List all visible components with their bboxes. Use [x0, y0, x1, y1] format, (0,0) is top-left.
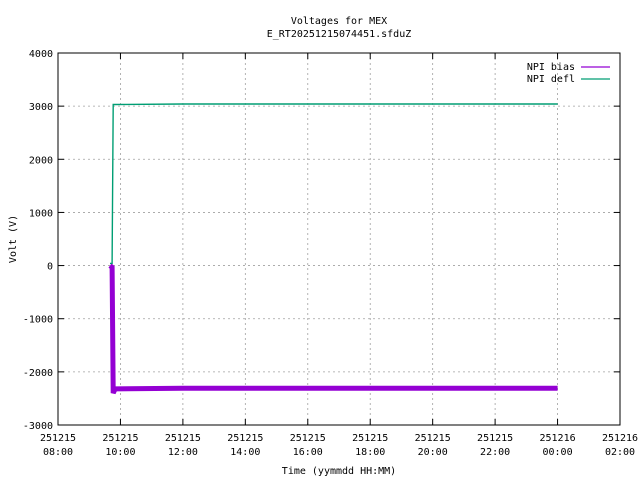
x-tick-time: 08:00 — [43, 447, 73, 458]
y-tick-label: -3000 — [23, 421, 53, 432]
x-tick-time: 16:00 — [293, 447, 323, 458]
x-tick-date: 251215 — [415, 433, 451, 444]
x-tick-time: 10:00 — [105, 447, 135, 458]
x-axis-ticks: 251215 08:00 251215 10:00 251215 12:00 251215 1… — [40, 53, 638, 458]
x-axis-label: Time (yymmdd HH:MM) — [282, 466, 396, 477]
series-npi-defl-line — [110, 103, 558, 265]
x-tick-time: 02:00 — [605, 447, 635, 458]
y-tick-label: 0 — [47, 262, 53, 273]
plot-frame — [57, 52, 621, 426]
x-tick-date: 251215 — [227, 433, 263, 444]
x-tick-time: 18:00 — [355, 447, 385, 458]
y-axis-ticks: 4000 3000 2000 1000 0 -1000 -2000 -3000 — [23, 49, 620, 432]
y-tick-label: -1000 — [23, 315, 53, 326]
y-tick-label: 4000 — [29, 49, 53, 60]
grid-lines — [58, 53, 620, 425]
y-tick-label: 1000 — [29, 208, 53, 219]
series-layer — [108, 103, 558, 395]
series-npi-bias-line — [108, 263, 558, 395]
x-tick-date: 251215 — [477, 433, 513, 444]
chart-title: Voltages for MEX — [291, 16, 387, 27]
x-tick-time: 22:00 — [480, 447, 510, 458]
y-axis-label: Volt (V) — [8, 215, 19, 263]
x-tick-date: 251215 — [290, 433, 326, 444]
chart-subtitle: E_RT20251215074451.sfduZ — [267, 29, 412, 40]
x-tick-date: 251215 — [352, 433, 388, 444]
x-tick-time: 14:00 — [230, 447, 260, 458]
y-tick-label: -2000 — [23, 368, 53, 379]
x-tick-date: 251216 — [602, 433, 638, 444]
x-tick-time: 00:00 — [543, 447, 573, 458]
x-tick-time: 20:00 — [418, 447, 448, 458]
x-tick-date: 251215 — [165, 433, 201, 444]
legend-label: NPI bias — [527, 62, 575, 73]
y-tick-label: 2000 — [29, 155, 53, 166]
x-tick-date: 251216 — [539, 433, 575, 444]
x-tick-date: 251215 — [40, 433, 76, 444]
legend-label: NPI defl — [527, 74, 575, 85]
x-tick-time: 12:00 — [168, 447, 198, 458]
x-tick-date: 251215 — [102, 433, 138, 444]
y-tick-label: 3000 — [29, 102, 53, 113]
